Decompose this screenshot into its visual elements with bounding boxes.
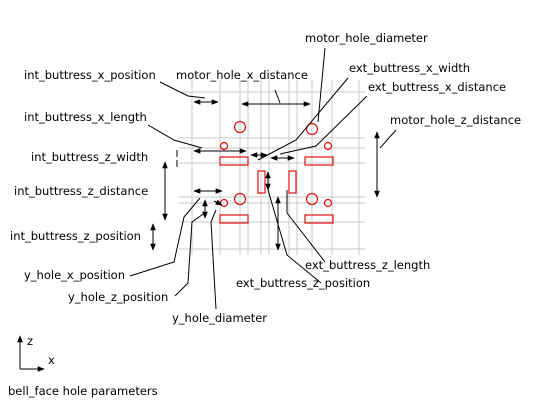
label-int-buttress-z-width: int_buttress_z_width [31, 150, 148, 164]
motor-hole-top-left [233, 120, 247, 134]
holes-and-buttresses [219, 120, 334, 224]
label-motor-hole-x-distance: motor_hole_x_distance [176, 68, 308, 82]
ext-buttress-left [257, 170, 266, 194]
diagram-caption: bell_face hole parameters [8, 384, 158, 398]
axis-indicator: z x [17, 334, 55, 372]
leader-motor-hole-x-distance [274, 89, 281, 104]
leader-y-hole-x-position [129, 197, 201, 277]
motor-hole-bottom-left [233, 192, 247, 206]
leader-motor-hole-diameter [317, 47, 326, 123]
label-int-buttress-x-position: int_buttress_x_position [24, 68, 156, 82]
z-axis-label: z [27, 334, 33, 348]
label-int-buttress-z-position: int_buttress_z_position [10, 229, 141, 243]
leader-int-buttress-x-position [159, 81, 206, 99]
leader-int-buttress-x-length [147, 124, 203, 149]
motor-hole-top-right [305, 122, 319, 136]
label-ext-buttress-x-width: ext_buttress_x_width [349, 61, 470, 75]
label-ext-buttress-z-length: ext_buttress_z_length [305, 258, 430, 272]
leader-y-hole-diameter [210, 209, 217, 310]
leader-motor-hole-z-distance [379, 129, 397, 149]
label-y-hole-x-position: y_hole_x_position [24, 268, 125, 282]
label-motor-hole-z-distance: motor_hole_z_distance [390, 113, 521, 127]
leader-ext-buttress-x-distance [279, 95, 368, 155]
label-int-buttress-z-distance: int_buttress_z_distance [14, 184, 148, 198]
dimension-lines [150, 99, 380, 251]
int-buttress-bottom-right [304, 214, 334, 224]
leader-lines [129, 47, 397, 310]
label-motor-hole-diameter: motor_hole_diameter [305, 31, 428, 45]
y-hole-bottom-right [323, 198, 333, 208]
construction-grid [179, 80, 365, 255]
int-buttress-top-left [219, 156, 249, 166]
int-buttress-top-right [304, 156, 334, 166]
int-buttress-bottom-left [219, 214, 249, 224]
y-hole-top-right [323, 141, 333, 151]
label-ext-buttress-x-distance: ext_buttress_x_distance [368, 80, 506, 94]
motor-hole-bottom-right [305, 192, 319, 206]
leader-ext-buttress-z-length [286, 190, 326, 263]
label-ext-buttress-z-position: ext_buttress_z_position [236, 276, 370, 290]
leader-ext-buttress-z-position [267, 189, 322, 284]
ext-buttress-right [288, 170, 297, 194]
parameter-labels: motor_hole_diameter int_buttress_x_posit… [10, 31, 521, 325]
label-y-hole-z-position: y_hole_z_position [68, 290, 168, 304]
x-axis-label: x [48, 353, 55, 367]
dim-y-hole-diameter [213, 199, 223, 206]
label-int-buttress-x-length: int_buttress_x_length [24, 110, 147, 124]
leader-y-hole-z-position [174, 211, 207, 297]
label-y-hole-diameter: y_hole_diameter [172, 311, 267, 325]
leader-ext-buttress-x-width [257, 77, 349, 161]
